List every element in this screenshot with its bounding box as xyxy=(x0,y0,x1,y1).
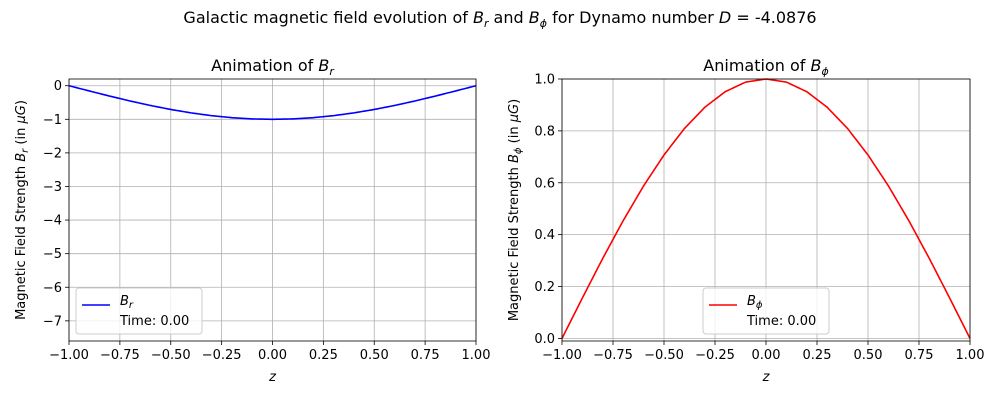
chart-1-xtick-label: 0.50 xyxy=(854,348,883,363)
chart-1-ytick-label: 0.4 xyxy=(534,228,555,243)
chart-1-xtick-label: −0.25 xyxy=(695,348,735,363)
chart-0-ytick-label: −7 xyxy=(43,314,62,329)
chart-0-ytick-label: −6 xyxy=(43,281,62,296)
chart-0-xtick-label: 1.00 xyxy=(462,348,491,363)
subplot-bphi: −1.00 −0.75 −0.50 −0.25 0.00 0.25 0.50 0.75 1.00… xyxy=(507,56,984,385)
chart-1-xlabel: z xyxy=(762,370,771,385)
chart-0-xtick-label: 0.00 xyxy=(258,348,287,363)
chart-0-title: Animation of Br xyxy=(211,56,335,78)
chart-0-ytick-label: −5 xyxy=(43,247,62,262)
chart-1-legend-entry: Bϕ xyxy=(747,294,763,311)
chart-0-xtick-label: −1.00 xyxy=(49,348,89,363)
chart-0-ytick-label: 0 xyxy=(54,79,62,94)
subplot-br: −1.00 −0.75 −0.50 −0.25 0.00 0.25 0.50 0.75 1.00… xyxy=(14,56,490,385)
chart-1-xtick-label: 1.00 xyxy=(956,348,985,363)
chart-0-ylabel: Magnetic Field Strength Br (in μG) xyxy=(14,100,31,320)
chart-0-xlabel: z xyxy=(268,370,277,385)
figure-suptitle: Galactic magnetic field evolution of Br … xyxy=(183,8,816,30)
chart-1-legend-box xyxy=(702,287,830,335)
chart-1-ytick-label: 0.2 xyxy=(534,280,555,295)
chart-1-legend: Bϕ Time: 0.00 xyxy=(702,287,830,335)
chart-1-ytick-label: 0.0 xyxy=(534,332,555,347)
chart-0-xtick-label: −0.75 xyxy=(100,348,140,363)
chart-0-series-line-0 xyxy=(68,84,477,121)
chart-0-xtick-label: −0.25 xyxy=(202,348,242,363)
chart-1-xtick-label: −0.50 xyxy=(644,348,684,363)
chart-0-xtick-label: 0.50 xyxy=(360,348,389,363)
chart-1-xtick-label: −1.00 xyxy=(542,348,582,363)
chart-0-xtick-label: 0.75 xyxy=(411,348,440,363)
chart-0-ytick-label: −4 xyxy=(43,214,62,229)
chart-0-ytick-label: −1 xyxy=(43,113,62,128)
chart-0-legend-box xyxy=(75,287,203,335)
chart-1-ytick-label: 1.0 xyxy=(534,73,555,88)
chart-1-xtick-label: 0.00 xyxy=(752,348,781,363)
chart-1-title: Animation of Bϕ xyxy=(703,56,828,78)
chart-1-ytick-label: 0.8 xyxy=(534,124,555,139)
chart-0-xtick-label: 0.25 xyxy=(309,348,338,363)
chart-0-legend: Br Time: 0.00 xyxy=(75,287,203,335)
chart-0-legend-entry: Br xyxy=(120,294,134,311)
chart-1-ytick-label: 0.6 xyxy=(534,176,555,191)
chart-1-xtick-label: 0.25 xyxy=(803,348,832,363)
chart-1-legend-time: Time: 0.00 xyxy=(746,314,816,329)
chart-1-ylabel: Magnetic Field Strength Bϕ (in μG) xyxy=(507,99,524,321)
chart-1-xtick-label: −0.75 xyxy=(593,348,633,363)
chart-1-xtick-label: 0.75 xyxy=(905,348,934,363)
chart-0-ytick-label: −3 xyxy=(43,180,62,195)
chart-0-xtick-label: −0.50 xyxy=(151,348,191,363)
chart-0-ytick-label: −2 xyxy=(43,146,62,161)
chart-0-legend-time: Time: 0.00 xyxy=(119,314,189,329)
